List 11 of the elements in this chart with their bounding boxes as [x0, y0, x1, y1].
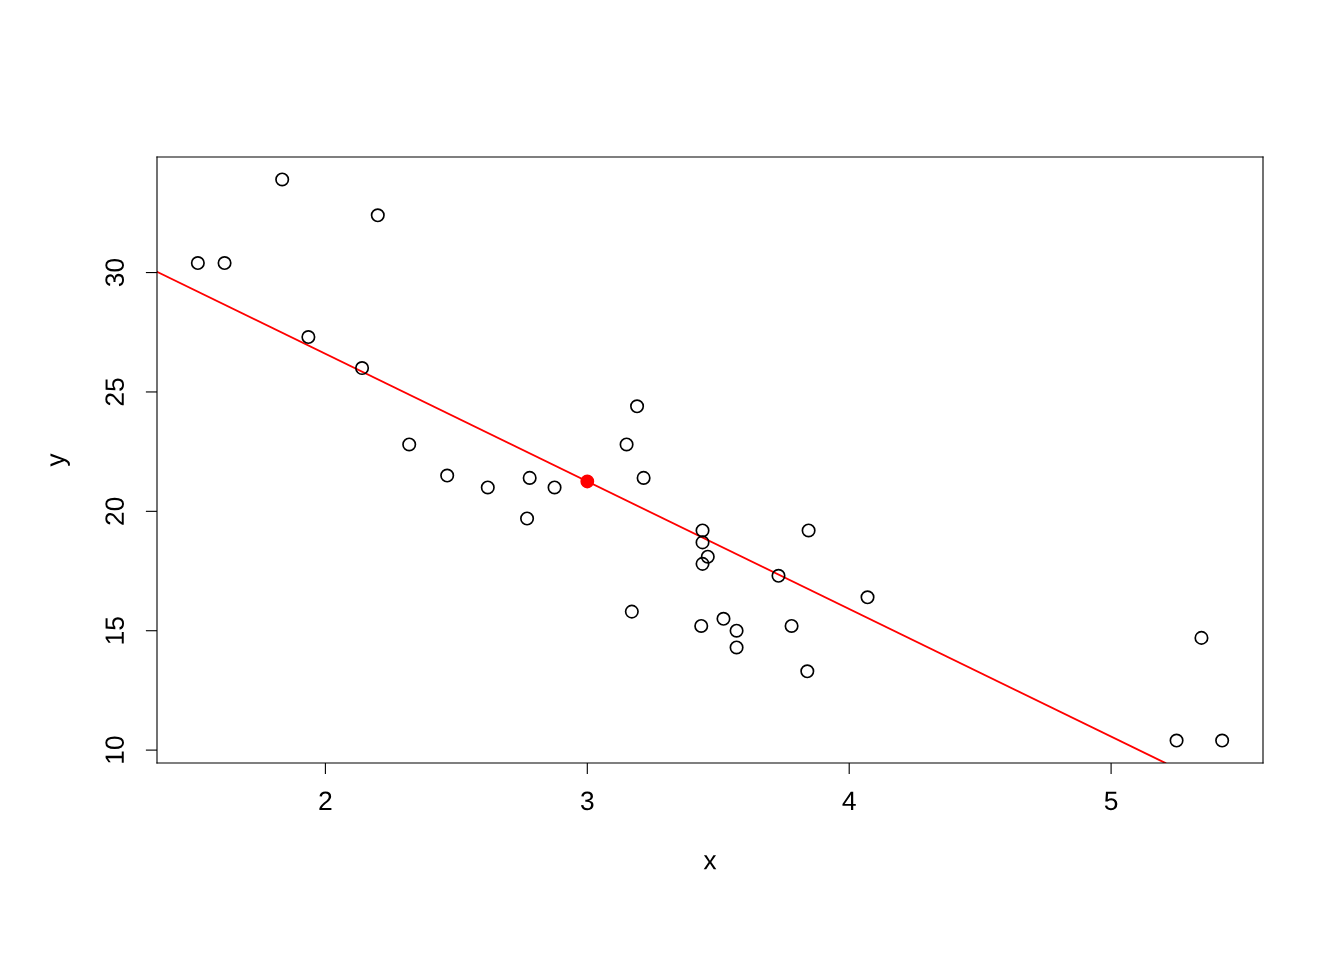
y-tick-label: 20: [105, 497, 125, 525]
y-tick-label: 15: [105, 617, 125, 644]
y-tick-label: 25: [105, 378, 125, 406]
y-tick-label: 10: [105, 736, 125, 763]
x-tick-label: 2: [319, 791, 332, 810]
x-tick-label: 5: [1104, 791, 1118, 811]
x-axis-title: x: [703, 855, 717, 870]
y-tick-label: 30: [105, 258, 125, 287]
y-axis-title: y: [50, 453, 70, 467]
x-tick-label: 4: [842, 791, 856, 810]
x-tick-label: 3: [580, 791, 594, 811]
